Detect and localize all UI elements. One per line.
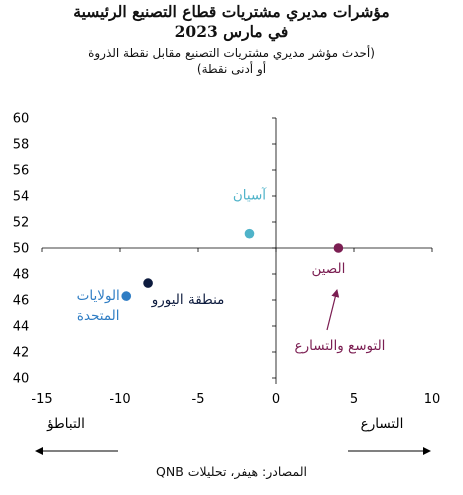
chart-arrows: التوسع والتسارع التباطؤ التسارع: [35, 289, 431, 455]
point-asia: [244, 228, 255, 239]
point-label-us: الولايات: [77, 288, 120, 304]
point-euro: [143, 278, 153, 288]
point-label-us: المتحدة: [77, 308, 120, 324]
chart-point-labels: آسيان الصين منطقة اليورو الولايات المتحدة: [77, 187, 346, 324]
y-tick-label: 42: [13, 346, 30, 361]
y-tick-label: 44: [13, 320, 30, 335]
x-tick-label: -5: [192, 392, 205, 407]
point-label-euro: منطقة اليورو: [151, 292, 225, 308]
x-tick-label: 0: [272, 392, 280, 407]
chart-title-line2: في مارس 2023: [174, 22, 289, 41]
chart-subtitle-line1: (أحدث مؤشر مديري مشتريات التصنيع مقابل ن…: [88, 46, 375, 60]
x-tick-label: -15: [31, 392, 52, 407]
y-tick-label: 52: [13, 216, 30, 231]
slowdown-label: التباطؤ: [46, 416, 85, 432]
x-tick-label: 10: [424, 392, 441, 407]
chart-subtitle-line2: أو أدنى نقطة): [196, 62, 267, 76]
y-tick-label: 58: [13, 138, 30, 153]
x-tick-label: -10: [109, 392, 130, 407]
y-tick-label: 48: [13, 268, 30, 283]
y-tick-label: 50: [13, 242, 30, 257]
x-tick-label: 5: [350, 392, 358, 407]
chart-axes: 40 42 44 46 48 50 52 54 56 58 60 -15 -10 -5 0 5 10: [13, 112, 441, 408]
point-label-asia: آسيان: [233, 187, 267, 204]
y-tick-label: 60: [13, 112, 30, 127]
y-tick-label: 54: [13, 190, 30, 205]
point-china: [333, 243, 344, 253]
expansion-label: التوسع والتسارع: [295, 338, 386, 354]
point-us: [121, 291, 132, 301]
point-label-china: الصين: [311, 261, 345, 277]
acceleration-label: التسارع: [361, 416, 404, 432]
expansion-arrow: [326, 289, 340, 331]
chart-title-line1: مؤشرات مديري مشتريات قطاع التصنيع الرئيس…: [73, 2, 390, 21]
chart-points: [121, 228, 344, 301]
y-tick-label: 46: [13, 294, 30, 309]
y-tick-label: 56: [13, 164, 30, 179]
y-tick-label: 40: [13, 372, 30, 387]
source-note: المصادر: هيفر، تحليلات QNB: [156, 464, 307, 479]
